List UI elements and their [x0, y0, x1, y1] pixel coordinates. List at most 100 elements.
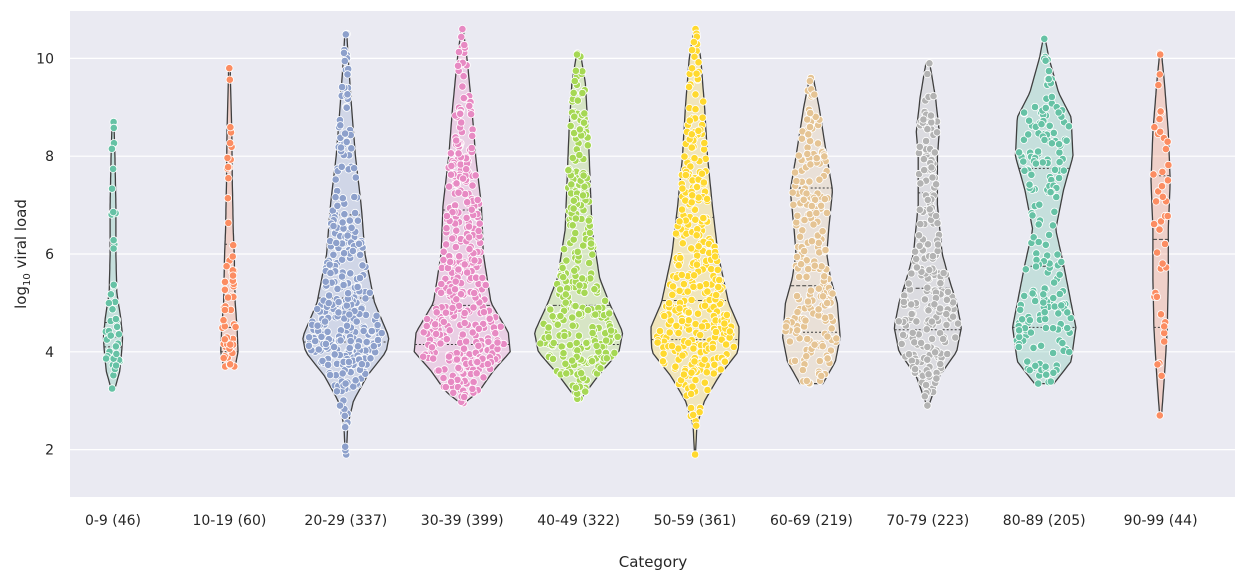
data-point: [456, 109, 465, 118]
data-point: [691, 215, 700, 224]
data-point: [820, 313, 830, 322]
data-point: [317, 332, 326, 341]
x-tick-label-80-89: 80-89 (205): [1003, 513, 1086, 529]
data-point: [715, 275, 724, 284]
data-point: [564, 166, 573, 175]
data-point: [377, 328, 386, 338]
data-point: [575, 150, 584, 160]
data-point: [229, 241, 238, 250]
data-point: [700, 355, 709, 364]
data-point: [1040, 135, 1049, 144]
data-point: [366, 354, 375, 363]
data-point: [674, 328, 683, 338]
data-point: [951, 333, 960, 342]
data-point: [452, 136, 461, 145]
data-point: [111, 314, 121, 324]
data-point: [591, 310, 600, 319]
data-point: [580, 182, 589, 191]
data-point: [923, 240, 933, 249]
data-point: [1050, 207, 1059, 216]
data-point: [927, 118, 936, 127]
data-point: [323, 327, 332, 336]
data-point: [820, 272, 829, 281]
data-point: [572, 50, 582, 59]
data-point: [689, 344, 698, 353]
data-point: [444, 182, 454, 191]
data-point: [932, 128, 942, 137]
data-point: [468, 181, 477, 190]
data-point: [583, 141, 592, 150]
data-point: [352, 317, 361, 326]
data-point: [1063, 323, 1072, 333]
data-point: [693, 309, 703, 318]
data-point: [924, 370, 933, 379]
x-tick-label-70-79: 70-79 (223): [886, 513, 969, 529]
data-point: [680, 152, 689, 161]
data-point: [592, 341, 601, 350]
data-point: [1025, 180, 1034, 189]
data-point: [910, 365, 920, 374]
data-point: [687, 198, 696, 207]
data-point: [678, 351, 687, 360]
data-point: [575, 281, 584, 290]
data-point: [948, 312, 958, 321]
data-point: [437, 279, 446, 289]
data-point: [1153, 360, 1162, 369]
data-point: [1055, 140, 1064, 149]
data-point: [453, 61, 463, 70]
data-point: [1020, 291, 1029, 300]
data-point: [475, 219, 484, 228]
data-point: [821, 245, 830, 255]
data-point: [1034, 237, 1043, 247]
data-point: [815, 175, 824, 184]
data-point: [459, 72, 468, 81]
data-point: [792, 291, 802, 301]
data-point: [919, 115, 928, 124]
data-point: [792, 218, 801, 227]
data-point: [109, 244, 118, 253]
data-point: [109, 164, 118, 173]
data-point: [112, 349, 121, 358]
data-point: [822, 208, 832, 217]
data-point: [1041, 323, 1051, 332]
data-point: [897, 339, 906, 348]
data-point: [697, 322, 707, 331]
data-point: [1149, 170, 1158, 179]
data-point: [668, 282, 678, 291]
x-tick-label-50-59: 50-59 (361): [654, 513, 737, 529]
data-point: [685, 116, 694, 125]
y-tick-labels: 2 4 6 8 10: [36, 51, 54, 458]
data-point: [793, 307, 802, 317]
data-point: [1156, 50, 1165, 59]
swarm-points: [1149, 49, 1173, 420]
data-point: [351, 376, 360, 385]
data-point: [454, 188, 463, 197]
data-point: [1054, 108, 1063, 117]
data-point: [451, 277, 460, 286]
data-point: [321, 339, 330, 348]
data-point: [479, 308, 488, 317]
data-point: [446, 377, 456, 386]
data-point: [1063, 308, 1072, 317]
data-point: [228, 271, 238, 280]
data-point: [898, 330, 908, 339]
data-point: [790, 356, 800, 365]
data-point: [1150, 123, 1159, 132]
data-point: [796, 260, 806, 269]
data-point: [789, 200, 798, 209]
data-point: [441, 382, 450, 392]
data-point: [577, 369, 586, 378]
data-point: [1156, 107, 1165, 116]
data-point: [350, 192, 359, 202]
data-point: [325, 260, 334, 269]
data-point: [468, 328, 477, 337]
data-point: [338, 194, 347, 203]
data-point: [454, 265, 463, 274]
data-point: [792, 177, 801, 186]
data-point: [1025, 316, 1035, 325]
data-point: [458, 24, 467, 34]
data-point: [1020, 166, 1029, 175]
data-point: [801, 316, 810, 325]
data-point: [658, 357, 668, 366]
